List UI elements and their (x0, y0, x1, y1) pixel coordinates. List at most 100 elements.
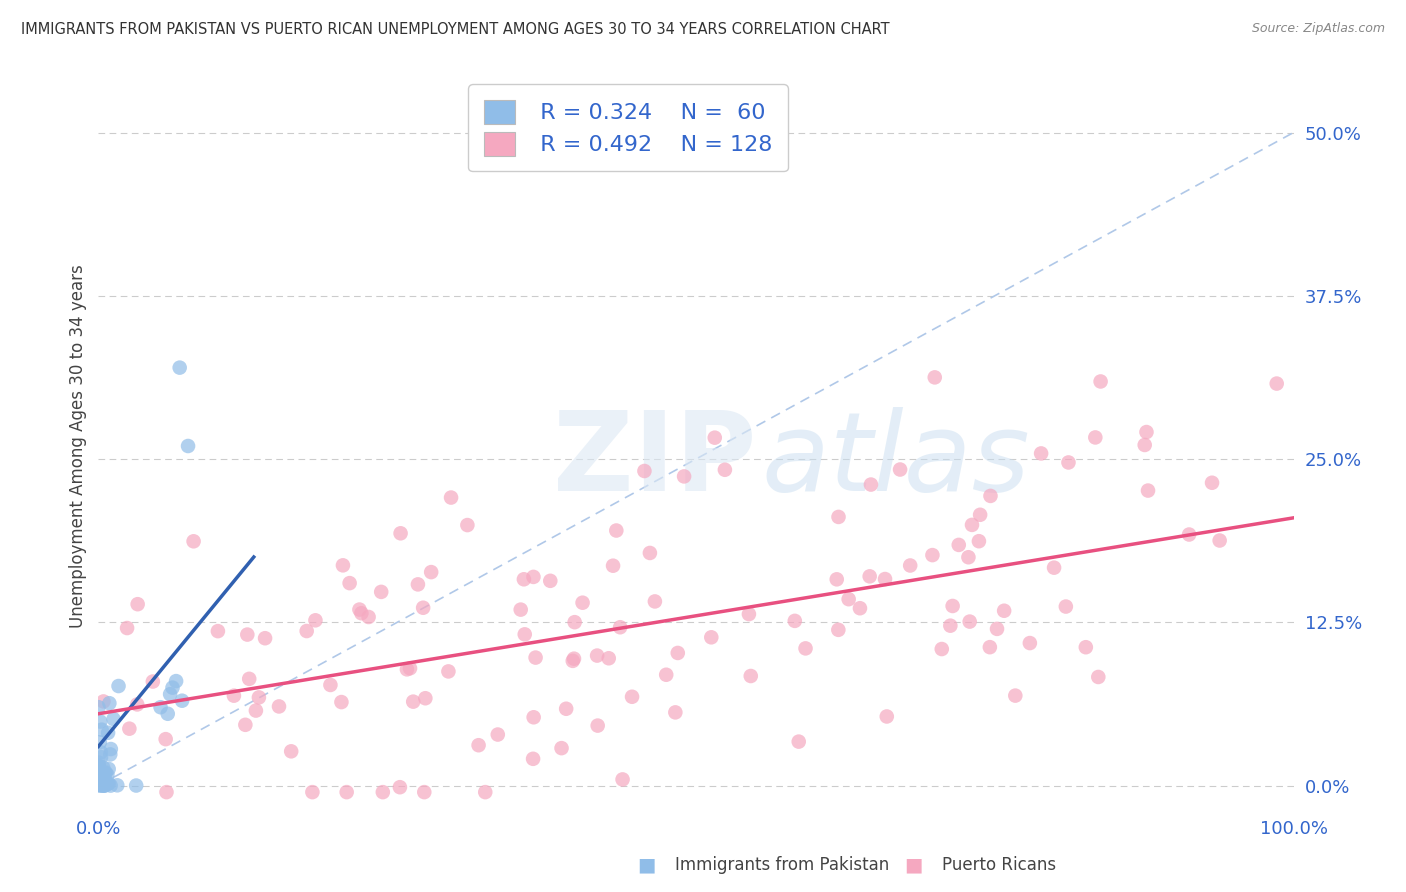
Point (849, 601, 872, 615)
Point (319, 678, 342, 692)
Point (304, 613, 326, 627)
Point (395, 662, 418, 676)
Point (97, 725, 120, 739)
Text: Puerto Ricans: Puerto Ricans (942, 856, 1056, 874)
Point (89, 778, 111, 792)
Point (127, 698, 149, 712)
Point (172, 694, 194, 708)
Point (301, 785, 323, 799)
Point (898, 558, 921, 573)
Point (87, 767, 110, 781)
Point (87, 775, 110, 789)
Point (177, 439, 200, 453)
Text: ZIP: ZIP (553, 407, 756, 514)
Point (399, 661, 422, 675)
Text: ■: ■ (637, 855, 657, 875)
Point (959, 615, 981, 629)
Point (87, 767, 110, 781)
Point (238, 672, 260, 686)
Point (87, 761, 110, 775)
Point (100, 742, 122, 756)
Point (1208, 533, 1230, 548)
Point (267, 699, 290, 714)
Point (440, 491, 463, 505)
Point (827, 510, 849, 524)
Point (91, 765, 114, 780)
Point (94, 774, 117, 789)
Point (93, 694, 115, 708)
Point (97, 777, 120, 791)
Point (738, 607, 761, 621)
Point (87, 759, 110, 773)
Point (555, 702, 578, 716)
Point (155, 732, 177, 747)
Point (979, 489, 1001, 503)
Point (235, 718, 257, 732)
Point (825, 572, 848, 586)
Point (1057, 455, 1080, 469)
Point (254, 631, 277, 645)
Point (127, 597, 149, 611)
Point (1090, 375, 1112, 389)
Point (1133, 438, 1156, 452)
Point (412, 600, 434, 615)
Point (156, 706, 179, 721)
Point (787, 734, 810, 748)
Point (633, 464, 655, 478)
Point (513, 572, 536, 586)
Point (1265, 376, 1288, 391)
Point (183, 534, 205, 549)
Point (413, 785, 436, 799)
Point (388, 780, 411, 795)
Point (564, 615, 586, 630)
Point (280, 744, 302, 758)
Point (1029, 446, 1052, 460)
Point (437, 665, 460, 679)
Point (339, 576, 361, 591)
Point (115, 621, 138, 635)
Point (638, 546, 661, 560)
Point (94, 778, 117, 792)
Point (125, 779, 148, 793)
Point (90, 767, 112, 781)
Point (98, 696, 121, 710)
Point (90, 723, 112, 737)
Point (98, 747, 121, 762)
Point (948, 538, 970, 552)
Point (406, 577, 429, 591)
Point (87, 759, 110, 773)
Point (979, 640, 1001, 655)
Point (838, 592, 860, 607)
Point (509, 602, 531, 616)
Point (714, 463, 737, 477)
Point (1018, 636, 1040, 650)
Point (924, 370, 946, 384)
Point (93, 770, 115, 784)
Point (467, 738, 489, 752)
Point (586, 718, 609, 732)
Point (91, 760, 114, 774)
Point (91, 768, 114, 782)
Point (967, 534, 990, 549)
Point (522, 752, 544, 766)
Point (142, 674, 165, 689)
Point (486, 727, 509, 741)
Point (1004, 689, 1026, 703)
Point (90, 750, 112, 764)
Point (93, 779, 115, 793)
Point (960, 517, 983, 532)
Point (1084, 430, 1107, 444)
Point (986, 622, 1008, 636)
Point (89, 714, 111, 729)
Point (609, 620, 631, 634)
Point (673, 469, 696, 483)
Text: Source: ZipAtlas.com: Source: ZipAtlas.com (1251, 22, 1385, 36)
Point (159, 687, 181, 701)
Point (598, 651, 620, 665)
Point (1043, 560, 1066, 574)
Point (350, 606, 373, 620)
Point (889, 462, 911, 476)
Point (605, 524, 627, 538)
Point (105, 778, 128, 792)
Point (90, 773, 112, 788)
